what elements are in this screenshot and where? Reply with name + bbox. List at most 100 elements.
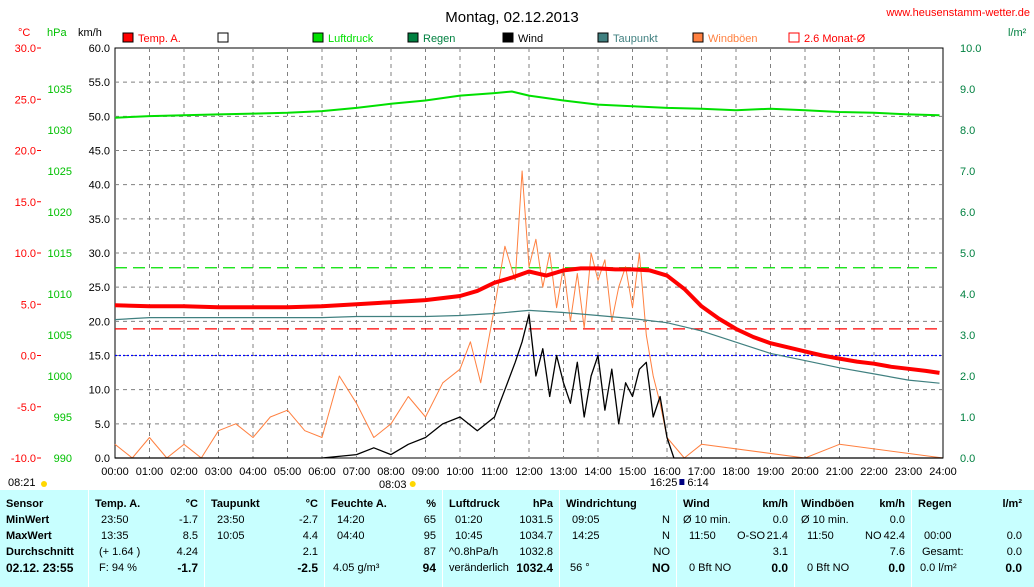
sun-prev-label: 08:21 xyxy=(8,477,36,489)
unit-kmh: km/h xyxy=(78,27,102,39)
series-windb-en xyxy=(114,170,944,459)
tick-wind: 40.0 xyxy=(89,180,110,192)
hdr-press-unit: hPa xyxy=(532,498,553,510)
tick-pressure: 1025 xyxy=(48,166,72,178)
tick-rain: 3.0 xyxy=(960,330,975,342)
tick-wind: 30.0 xyxy=(89,248,110,260)
hum-min-time: 14:20 xyxy=(337,514,365,526)
rain-max: 0.0 xyxy=(1006,530,1022,542)
hdr-wind-unit: km/h xyxy=(762,498,788,510)
sunrise-label: 08:03 xyxy=(379,479,407,490)
dir-avg: NO xyxy=(653,546,671,558)
legend-label: Taupunkt xyxy=(613,33,658,45)
tick-temp: 15.0 xyxy=(15,197,36,209)
rain-avg: 0.0 xyxy=(1006,546,1022,558)
wind-max-time: 11:50 xyxy=(689,530,716,542)
legend-label: Wind xyxy=(518,33,543,45)
gust-min-time: Ø 10 min. xyxy=(801,514,849,526)
wind-max-dir: O-SO xyxy=(737,530,766,542)
tick-wind: 35.0 xyxy=(89,214,110,226)
tick-rain: 7.0 xyxy=(960,166,975,178)
legend-swatch xyxy=(312,32,324,43)
sunrise-icon xyxy=(409,481,416,487)
hdr-press: Luftdruck xyxy=(449,498,500,510)
tick-wind: 10.0 xyxy=(89,385,110,397)
tick-wind: 25.0 xyxy=(89,282,110,294)
sun-icon xyxy=(41,481,47,487)
unit-temp: °C xyxy=(18,27,30,39)
x-tick: 10:00 xyxy=(446,466,474,478)
legend-swatch xyxy=(502,32,514,43)
series-taupunkt xyxy=(114,309,940,384)
wind-min: 0.0 xyxy=(772,514,788,526)
hdr-temp: Temp. A. xyxy=(95,498,141,510)
unit-rain: l/m² xyxy=(1008,27,1027,39)
rain-avg-extra: Gesamt: xyxy=(922,546,964,558)
gust-max: 42.4 xyxy=(883,530,905,542)
plot-area xyxy=(114,47,944,459)
gust-avg: 7.6 xyxy=(889,546,905,558)
tick-wind: 50.0 xyxy=(89,111,110,123)
x-tick: 12:00 xyxy=(515,466,543,478)
weather-chart: Montag, 02.12.2013 www.heusenstamm-wetter… xyxy=(8,7,1030,490)
x-tick: 14:00 xyxy=(584,466,612,478)
x-tick: 20:00 xyxy=(791,466,819,478)
legend-label: Luftdruck xyxy=(328,33,374,45)
gust-max-dir: NO xyxy=(865,530,882,542)
x-tick: 00:00 xyxy=(101,466,129,478)
hum-avg: 87 xyxy=(423,546,436,558)
tick-wind: 45.0 xyxy=(89,146,110,158)
hdr-gust-unit: km/h xyxy=(879,498,905,510)
temp-current-extra: F: 94 % xyxy=(99,562,137,574)
x-tick: 05:00 xyxy=(274,466,302,478)
tick-pressure: 1030 xyxy=(48,125,72,137)
press-avg-extra: ^0.8hPa/h xyxy=(449,546,499,558)
tick-rain: 10.0 xyxy=(960,43,981,55)
hum-min: 65 xyxy=(423,514,436,526)
legend-label: Windböen xyxy=(708,33,758,45)
col-temp: Temp. A. °C 23:50 -1.7 13:35 8.5 (+ 1.64 ) 4… xyxy=(89,490,205,587)
statistics-table: Sensor MinWert MaxWert Durchschnitt 02.1… xyxy=(0,490,1034,587)
row-max-label: MaxWert xyxy=(6,530,52,542)
x-tick: 19:00 xyxy=(757,466,785,478)
col-pressure: Luftdruck hPa 01:20 1031.5 10:45 1034.7 ^0.… xyxy=(443,490,560,587)
col-dewpoint: Taupunkt °C 23:50 -2.7 10:05 4.4 2.1 -2.5 xyxy=(205,490,325,587)
hdr-temp-unit: °C xyxy=(185,498,198,510)
temp-min-time: 23:50 xyxy=(101,514,129,526)
gust-current-extra: 0 Bft NO xyxy=(807,562,850,574)
dew-max-time: 10:05 xyxy=(217,530,245,542)
gust-current: 0.0 xyxy=(888,561,905,575)
wind-avg: 3.1 xyxy=(772,546,788,558)
tick-wind: 0.0 xyxy=(95,453,110,465)
x-tick: 15:00 xyxy=(619,466,647,478)
tick-pressure: 1020 xyxy=(48,207,72,219)
tick-temp: 5.0 xyxy=(21,299,36,311)
hdr-dew: Taupunkt xyxy=(211,498,260,510)
dir-current: NO xyxy=(652,561,670,575)
hum-current-extra: 4.05 g/m³ xyxy=(333,562,380,574)
x-tick: 07:00 xyxy=(343,466,371,478)
tick-wind: 20.0 xyxy=(89,316,110,328)
x-tick: 01:00 xyxy=(136,466,164,478)
legend-label: Regen xyxy=(423,33,455,45)
legend-swatch xyxy=(407,32,419,43)
legend-swatch xyxy=(122,32,134,43)
tick-rain: 0.0 xyxy=(960,453,975,465)
tick-wind: 60.0 xyxy=(89,43,110,55)
tick-temp: 20.0 xyxy=(15,146,36,158)
rain-current: 0.0 xyxy=(1005,561,1022,575)
unit-hpa: hPa xyxy=(47,27,67,39)
dir-max-time: 14:25 xyxy=(572,530,600,542)
hdr-rain-unit: l/m² xyxy=(1002,498,1022,510)
temp-current: -1.7 xyxy=(177,561,198,575)
hum-max: 95 xyxy=(423,530,436,542)
tick-rain: 8.0 xyxy=(960,125,975,137)
tick-wind: 55.0 xyxy=(89,77,110,89)
dew-current: -2.5 xyxy=(297,561,318,575)
tick-pressure: 1010 xyxy=(48,289,72,301)
hdr-sensor: Sensor xyxy=(6,498,44,510)
press-current-extra: veränderlich xyxy=(449,562,509,574)
tick-temp: 10.0 xyxy=(15,248,36,260)
x-tick: 18:00 xyxy=(722,466,750,478)
wind-max: 21.4 xyxy=(766,530,788,542)
